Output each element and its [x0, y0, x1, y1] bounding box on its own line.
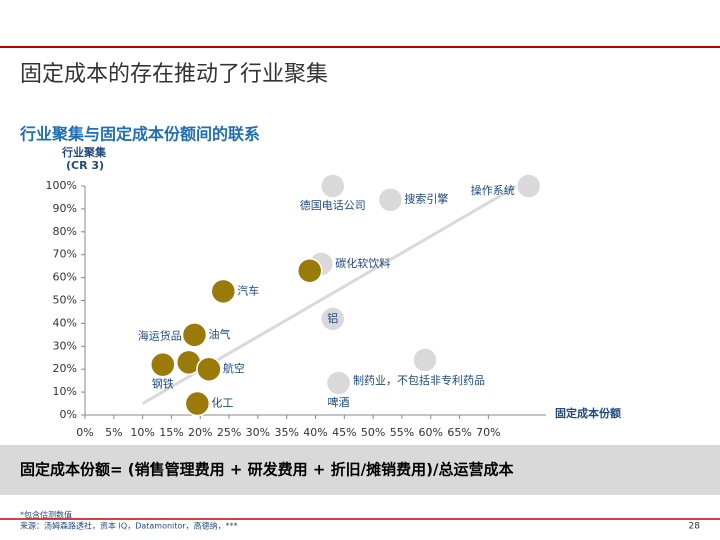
x-tick-label: 0%	[76, 426, 93, 439]
y-tick-label: 80%	[53, 225, 77, 238]
point	[196, 356, 222, 382]
point-label: 操作系统	[471, 183, 515, 197]
point-label: 海运货品	[138, 328, 182, 342]
x-tick-label: 5%	[105, 426, 122, 439]
y-tick-label: 20%	[53, 362, 77, 375]
point-label: 铝	[327, 311, 338, 325]
x-tick-label: 15%	[159, 426, 183, 439]
y-tick-label: 60%	[53, 271, 77, 284]
point	[412, 347, 438, 373]
point-label: 制药业，不包括非专利药品	[353, 373, 485, 387]
x-tick-label: 60%	[419, 426, 443, 439]
x-tick-label: 30%	[246, 426, 270, 439]
x-tick-label: 50%	[361, 426, 385, 439]
x-tick-label: 70%	[476, 426, 500, 439]
point	[377, 186, 404, 213]
point	[515, 173, 542, 199]
x-tick-label: 40%	[303, 426, 327, 439]
chart-title: 行业聚集与固定成本份额间的联系	[19, 125, 260, 144]
x-tick-label: 45%	[332, 426, 356, 439]
point-label: 汽车	[237, 283, 259, 297]
point-label: 化工	[211, 396, 233, 410]
footnote: *包含估测数值	[20, 510, 72, 520]
point-label: 航空	[223, 361, 245, 375]
slide-title: 固定成本的存在推动了行业聚集	[20, 62, 328, 87]
point-label: 搜索引擎	[404, 192, 448, 206]
point-label: 德国电话公司	[300, 198, 366, 212]
y-tick-label: 40%	[53, 316, 77, 329]
point	[184, 390, 211, 417]
point-label: 碳化软饮料	[335, 256, 390, 270]
point-label: 油气	[208, 327, 230, 341]
point	[320, 173, 346, 199]
point	[296, 257, 323, 284]
x-tick-label: 55%	[390, 426, 414, 439]
y-axis-label: 行业聚集	[61, 145, 107, 159]
formula: 固定成本份额= (销售管理费用 + 研发费用 + 折旧/摊销费用)/总运营成本	[20, 461, 514, 479]
point-label: 啤酒	[328, 395, 350, 409]
y-tick-label: 30%	[53, 339, 77, 352]
formula-band	[0, 445, 720, 495]
x-tick-label: 25%	[217, 426, 241, 439]
x-tick-label: 10%	[130, 426, 154, 439]
y-tick-label: 50%	[53, 294, 77, 307]
point	[210, 278, 237, 305]
point	[325, 370, 352, 396]
x-tick-label: 20%	[188, 426, 212, 439]
x-tick-label: 35%	[274, 426, 298, 439]
point	[150, 351, 176, 378]
y-tick-label: 90%	[53, 202, 77, 215]
point	[181, 322, 208, 348]
page-number: 28	[689, 522, 701, 532]
y-axis-label: (CR 3)	[66, 159, 104, 172]
source: 来源：汤姆森路透社，资本 IQ，Datamonitor，高德纳，***	[20, 521, 238, 531]
point-label: 钢铁	[152, 378, 174, 391]
point	[320, 306, 346, 332]
x-axis-label: 固定成本份额	[555, 406, 621, 420]
y-tick-label: 10%	[53, 385, 77, 398]
y-tick-label: 0%	[60, 408, 77, 421]
y-tick-label: 100%	[46, 179, 77, 192]
x-tick-label: 65%	[447, 426, 471, 439]
y-tick-label: 70%	[53, 248, 77, 261]
